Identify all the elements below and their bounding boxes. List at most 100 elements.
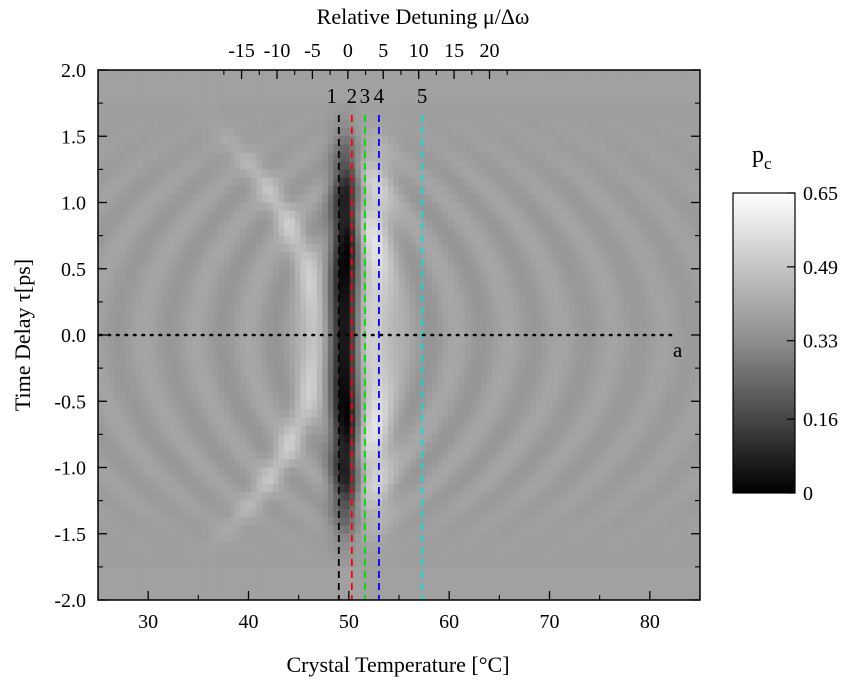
heatmap-cell	[349, 343, 356, 353]
heatmap-cell	[119, 127, 126, 137]
heatmap-cell	[399, 368, 406, 378]
heatmap-cell	[273, 326, 280, 336]
heatmap-cell	[492, 119, 499, 129]
heatmap-cell	[481, 343, 488, 353]
heatmap-cell	[169, 78, 176, 88]
heatmap-cell	[563, 219, 570, 228]
heatmap-cell	[371, 343, 378, 353]
heatmap-cell	[579, 409, 586, 419]
heatmap-cell	[278, 310, 285, 320]
heatmap-cell	[623, 144, 630, 154]
heatmap-cell	[431, 127, 438, 137]
heatmap-cell	[125, 94, 132, 104]
heatmap-cell	[486, 177, 493, 187]
heatmap-cell	[322, 103, 329, 113]
heatmap-cell	[180, 277, 187, 286]
heatmap-cell	[519, 409, 526, 419]
heatmap-cell	[223, 127, 230, 137]
heatmap-cell	[152, 368, 159, 378]
heatmap-cell	[568, 343, 575, 353]
heatmap-cell	[382, 169, 389, 179]
heatmap-cell	[256, 177, 263, 187]
heatmap-cell	[694, 301, 700, 311]
heatmap-cell	[267, 227, 274, 237]
heatmap-cell	[546, 376, 553, 386]
heatmap-cell	[344, 359, 351, 369]
heatmap-cell	[360, 177, 367, 187]
heatmap-cell	[404, 202, 411, 212]
heatmap-cell	[667, 409, 674, 419]
heatmap-cell	[442, 409, 449, 419]
heatmap-cell	[579, 210, 586, 220]
heatmap-cell	[201, 359, 209, 369]
heatmap-cell	[596, 78, 603, 88]
heatmap-cell	[453, 343, 460, 353]
heatmap-cell	[371, 103, 378, 113]
heatmap-cell	[579, 177, 586, 187]
heatmap-cell	[431, 235, 438, 245]
heatmap-cell	[563, 78, 570, 88]
heatmap-cell	[431, 177, 438, 187]
heatmap-cell	[541, 301, 548, 311]
heatmap-cell	[212, 434, 219, 444]
heatmap-cell	[399, 343, 406, 353]
heatmap-cell	[486, 161, 493, 170]
heatmap-cell	[656, 268, 663, 278]
heatmap-cell	[678, 210, 685, 220]
heatmap-cell	[180, 119, 187, 129]
heatmap-cell	[409, 194, 417, 204]
heatmap-cell	[535, 202, 542, 212]
heatmap-cell	[267, 260, 274, 270]
heatmap-cell	[606, 219, 614, 228]
heatmap-cell	[650, 94, 657, 104]
heatmap-cell	[130, 442, 137, 452]
heatmap-cell	[661, 210, 668, 220]
heatmap-cell	[678, 335, 685, 344]
heatmap-cell	[415, 293, 422, 303]
heatmap-cell	[464, 78, 471, 88]
heatmap-cell	[393, 376, 400, 386]
heatmap-cell	[245, 260, 252, 270]
heatmap-cell	[256, 376, 263, 386]
heatmap-cell	[689, 127, 696, 137]
heatmap-cell	[524, 392, 531, 402]
heatmap-cell	[442, 310, 449, 320]
heatmap-cell	[191, 78, 198, 88]
heatmap-cell	[399, 119, 406, 129]
heatmap-cell	[431, 335, 438, 344]
heatmap-cell	[634, 417, 641, 427]
heatmap-cell	[415, 235, 422, 245]
heatmap-cell	[442, 169, 449, 179]
heatmap-cell	[623, 392, 630, 402]
heatmap-cell	[442, 70, 449, 79]
heatmap-cell	[563, 152, 570, 162]
heatmap-cell	[229, 293, 236, 303]
heatmap-cell	[180, 78, 187, 88]
heatmap-cell	[256, 401, 263, 411]
heatmap-cell	[601, 417, 608, 427]
heatmap-cell	[158, 318, 165, 328]
heatmap-cell	[661, 401, 668, 411]
heatmap-cell	[163, 111, 170, 121]
heatmap-cell	[612, 127, 619, 137]
heatmap-cell	[338, 86, 345, 96]
heatmap-cell	[284, 318, 291, 328]
heatmap-cell	[585, 434, 592, 444]
heatmap-cell	[470, 103, 477, 113]
heatmap-cell	[656, 70, 663, 79]
heatmap-cell	[119, 301, 126, 311]
heatmap-cell	[508, 376, 515, 386]
heatmap-cell	[240, 426, 247, 435]
heatmap-cell	[212, 119, 219, 129]
heatmap-cell	[470, 326, 477, 336]
heatmap-cell	[245, 78, 252, 88]
heatmap-cell	[404, 434, 411, 444]
heatmap-cell	[267, 235, 274, 245]
heatmap-cell	[300, 127, 307, 137]
heatmap-cell	[201, 161, 209, 170]
heatmap-cell	[207, 252, 214, 262]
heatmap-cell	[207, 285, 214, 295]
heatmap-cell	[448, 301, 455, 311]
heatmap-cell	[475, 409, 482, 419]
heatmap-cell	[563, 136, 570, 146]
